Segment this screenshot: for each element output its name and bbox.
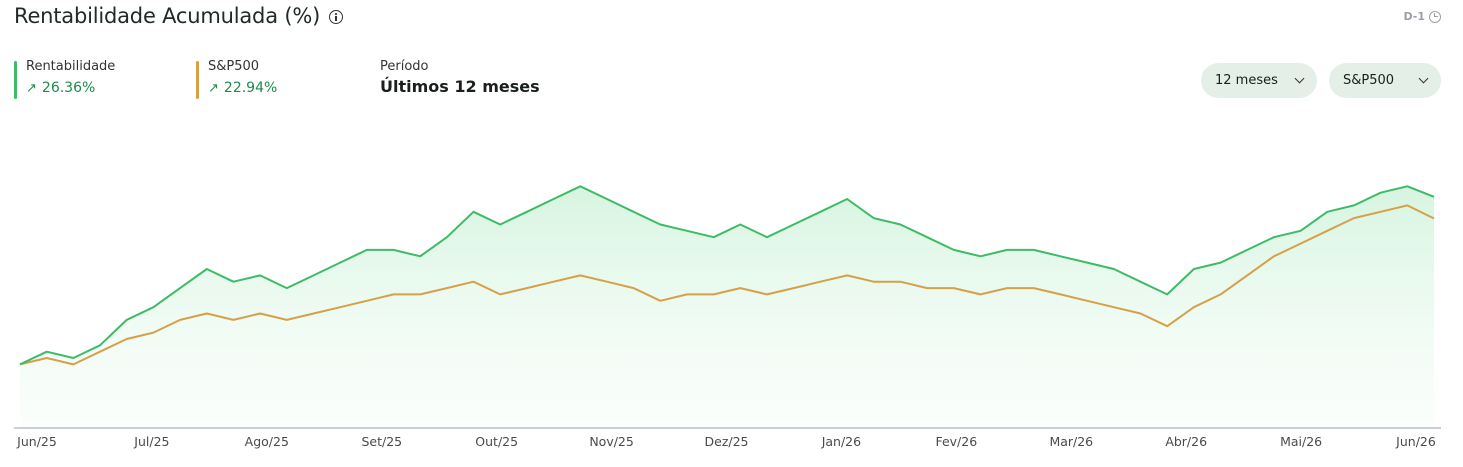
x-tick-label: Set/25	[361, 434, 402, 449]
legend-rentabilidade-color-bar	[14, 61, 17, 99]
x-tick-label: Abr/26	[1165, 434, 1207, 449]
trend-up-icon: ↗	[26, 81, 37, 96]
x-tick-label: Jun/26	[1395, 434, 1436, 449]
benchmark-select-value: S&P500	[1343, 73, 1395, 88]
chart-title-text: Rentabilidade Acumulada (%)	[14, 4, 321, 28]
chart-title: Rentabilidade Acumulada (%)	[14, 4, 344, 28]
data-freshness-label: D-1	[1403, 10, 1425, 23]
x-tick-label: Out/25	[475, 434, 518, 449]
legend-sp500-value: 22.94%	[223, 80, 278, 96]
legend-sp500: S&P500 ↗ 22.94%	[196, 59, 277, 99]
x-tick-label: Jan/26	[821, 434, 861, 449]
series-rentabilidade-area	[20, 186, 1434, 428]
x-tick-label: Fev/26	[935, 434, 977, 449]
info-icon[interactable]	[329, 10, 344, 24]
period-info: Período Últimos 12 meses	[380, 59, 540, 96]
x-tick-label: Mai/26	[1280, 434, 1322, 449]
x-tick-label: Mar/26	[1049, 434, 1093, 449]
period-value: Últimos 12 meses	[380, 77, 540, 96]
legend-rentabilidade: Rentabilidade ↗ 26.36%	[14, 59, 116, 99]
series-rentabilidade-line	[19, 185, 1435, 366]
x-tick-label: Nov/25	[589, 434, 634, 449]
clock-icon	[1429, 10, 1441, 23]
legend-rentabilidade-value-row: ↗ 26.36%	[26, 80, 115, 96]
x-tick-label: Dez/25	[705, 434, 749, 449]
series-sp500-line	[19, 204, 1435, 366]
period-select-value: 12 meses	[1215, 73, 1278, 88]
period-select[interactable]: 12 meses	[1201, 63, 1317, 98]
legend-rentabilidade-label: Rentabilidade	[26, 59, 116, 74]
trend-up-icon: ↗	[208, 81, 219, 96]
x-tick-label: Jul/25	[133, 434, 169, 449]
legend-rentabilidade-value: 26.36%	[41, 80, 96, 96]
benchmark-select[interactable]: S&P500	[1329, 63, 1441, 98]
data-freshness-indicator[interactable]: D-1	[1403, 10, 1441, 23]
x-axis-ticks: Jun/25 Jul/25 Ago/25 Set/25 Out/25 Nov/25 Dez/…	[16, 434, 1436, 449]
x-tick-label: Ago/25	[245, 434, 289, 449]
period-label: Período	[380, 59, 429, 74]
legend-sp500-value-row: ↗ 22.94%	[208, 80, 277, 96]
legend-sp500-color-bar	[196, 61, 199, 99]
x-tick-label: Jun/25	[16, 434, 57, 449]
legend-sp500-label: S&P500	[208, 59, 260, 74]
